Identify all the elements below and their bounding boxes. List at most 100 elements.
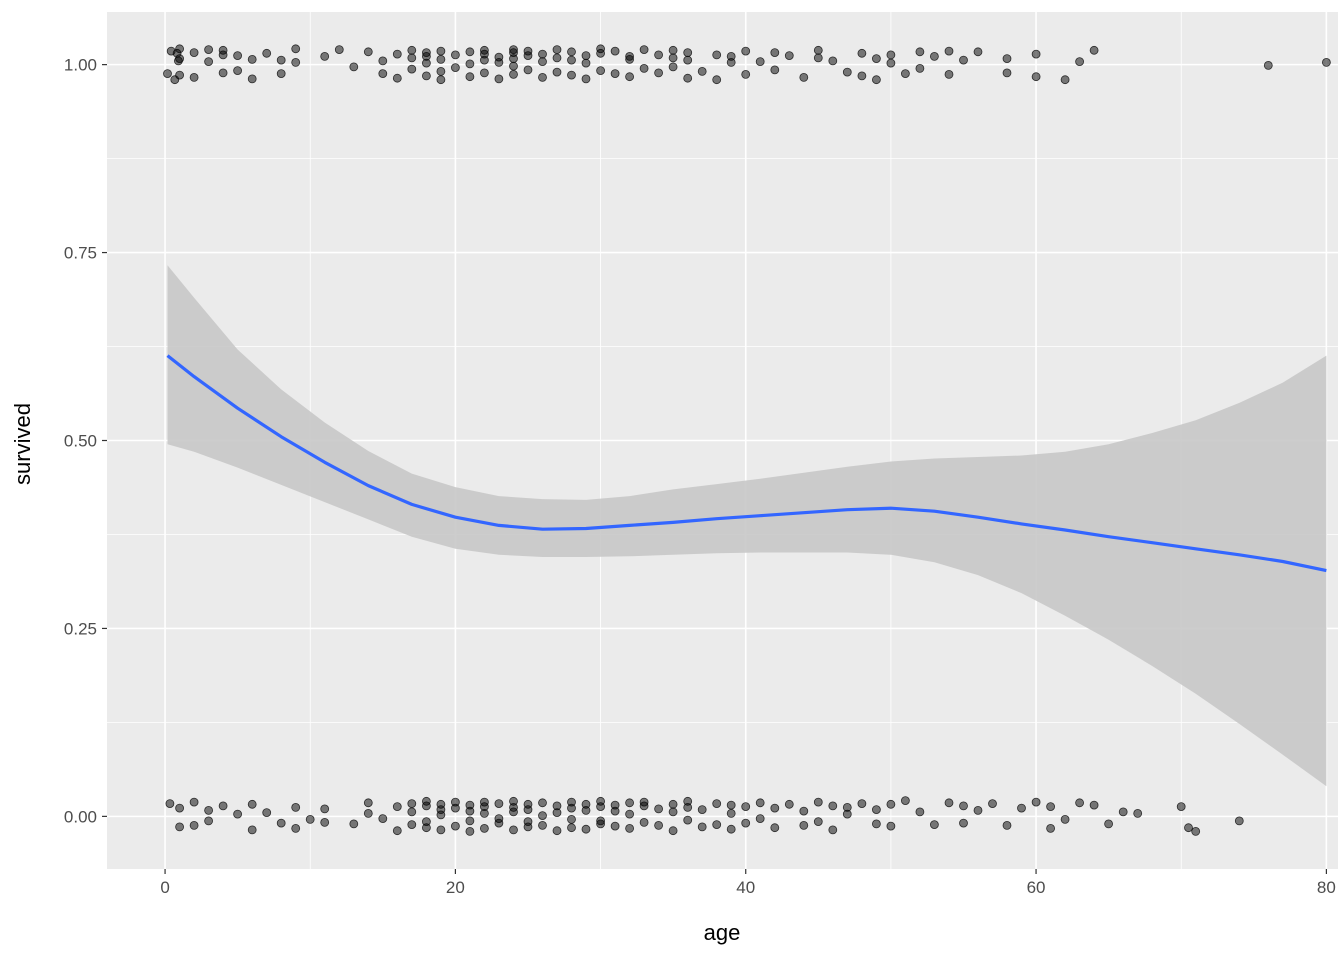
- died-point: [755, 798, 765, 808]
- died-point: [683, 815, 693, 825]
- died-point: [189, 797, 199, 807]
- survived-point: [479, 49, 489, 59]
- died-point: [639, 797, 649, 807]
- survived-point: [465, 72, 475, 82]
- died-point: [944, 798, 954, 808]
- died-point: [407, 807, 417, 817]
- died-point: [915, 807, 925, 817]
- died-point: [523, 817, 533, 826]
- died-point: [349, 819, 359, 829]
- survived-point: [407, 64, 417, 74]
- died-point: [305, 815, 315, 824]
- survived-point: [784, 51, 794, 60]
- survived-point: [581, 58, 591, 68]
- survived-point: [625, 52, 634, 61]
- died-point: [538, 811, 547, 820]
- x-axis-title: age: [704, 920, 741, 945]
- survived-point: [218, 45, 228, 55]
- survived-point: [163, 69, 172, 78]
- survived-point: [639, 64, 649, 73]
- survived-point: [1031, 72, 1041, 82]
- died-point: [1118, 807, 1128, 817]
- died-point: [741, 818, 751, 828]
- died-point: [596, 816, 605, 826]
- survived-point: [886, 58, 896, 68]
- survived-point: [944, 70, 954, 79]
- died-point: [625, 809, 634, 819]
- survived-point: [625, 72, 634, 82]
- died-point: [450, 797, 460, 807]
- survived-point: [175, 44, 185, 54]
- survived-point: [204, 57, 214, 66]
- died-point: [436, 810, 446, 820]
- x-tick-label: 80: [1317, 878, 1336, 897]
- survived-point: [509, 61, 518, 71]
- died-point: [1104, 819, 1113, 829]
- survived-point: [581, 74, 591, 84]
- survived-point: [683, 73, 693, 83]
- died-point: [175, 822, 185, 832]
- survived-point: [799, 73, 809, 82]
- died-point: [886, 821, 896, 831]
- confidence-band-layer: [167, 265, 1327, 787]
- survived-point: [610, 69, 620, 78]
- died-point: [233, 809, 243, 819]
- survived-point: [872, 75, 881, 85]
- survived-point: [334, 45, 344, 54]
- survived-point: [247, 74, 257, 84]
- died-point: [770, 803, 780, 813]
- survived-point: [596, 66, 605, 75]
- survived-point: [828, 56, 838, 66]
- died-point: [552, 826, 562, 836]
- died-point: [509, 796, 518, 806]
- survived-point: [538, 73, 547, 82]
- survived-point: [509, 54, 518, 63]
- survived-point: [479, 68, 489, 78]
- died-point: [872, 819, 881, 829]
- survived-point: [175, 70, 185, 80]
- died-point: [1002, 821, 1012, 830]
- smooth-line: [166, 354, 1327, 573]
- x-tick-label: 60: [1027, 878, 1046, 897]
- died-point: [247, 825, 257, 835]
- survived-point: [407, 53, 417, 63]
- died-point: [712, 820, 722, 829]
- died-point: [610, 806, 620, 816]
- survived-point: [668, 45, 678, 55]
- died-point: [436, 799, 446, 809]
- survived-point: [1031, 49, 1041, 59]
- survived-point: [262, 48, 272, 58]
- survived-point: [204, 45, 214, 54]
- died-point: [378, 814, 388, 823]
- died-point: [1133, 809, 1143, 818]
- died-point: [1046, 824, 1055, 833]
- survived-point: [915, 64, 925, 73]
- died-point: [291, 824, 301, 833]
- survived-point: [930, 52, 939, 61]
- died-point: [813, 817, 823, 826]
- died-point: [886, 799, 896, 809]
- died-point: [741, 802, 751, 811]
- died-point: [218, 801, 228, 811]
- died-point: [1046, 802, 1055, 811]
- survived-point: [363, 47, 373, 57]
- y-tick-label: 0.75: [64, 244, 97, 263]
- survived-point: [770, 48, 780, 57]
- survived-point: [436, 46, 446, 56]
- died-point: [654, 804, 663, 814]
- died-point: [392, 826, 402, 836]
- died-point: [1060, 815, 1070, 824]
- survived-point: [320, 52, 330, 61]
- died-point: [784, 799, 794, 809]
- died-point: [363, 798, 373, 808]
- died-point: [479, 809, 489, 818]
- died-point: [973, 806, 983, 815]
- died-point: [392, 802, 402, 811]
- died-point: [1017, 803, 1026, 813]
- survived-point: [857, 48, 867, 58]
- died-point: [872, 805, 881, 814]
- y-tick-label: 0.00: [64, 807, 97, 826]
- died-point: [204, 806, 214, 815]
- survived-point: [465, 47, 475, 57]
